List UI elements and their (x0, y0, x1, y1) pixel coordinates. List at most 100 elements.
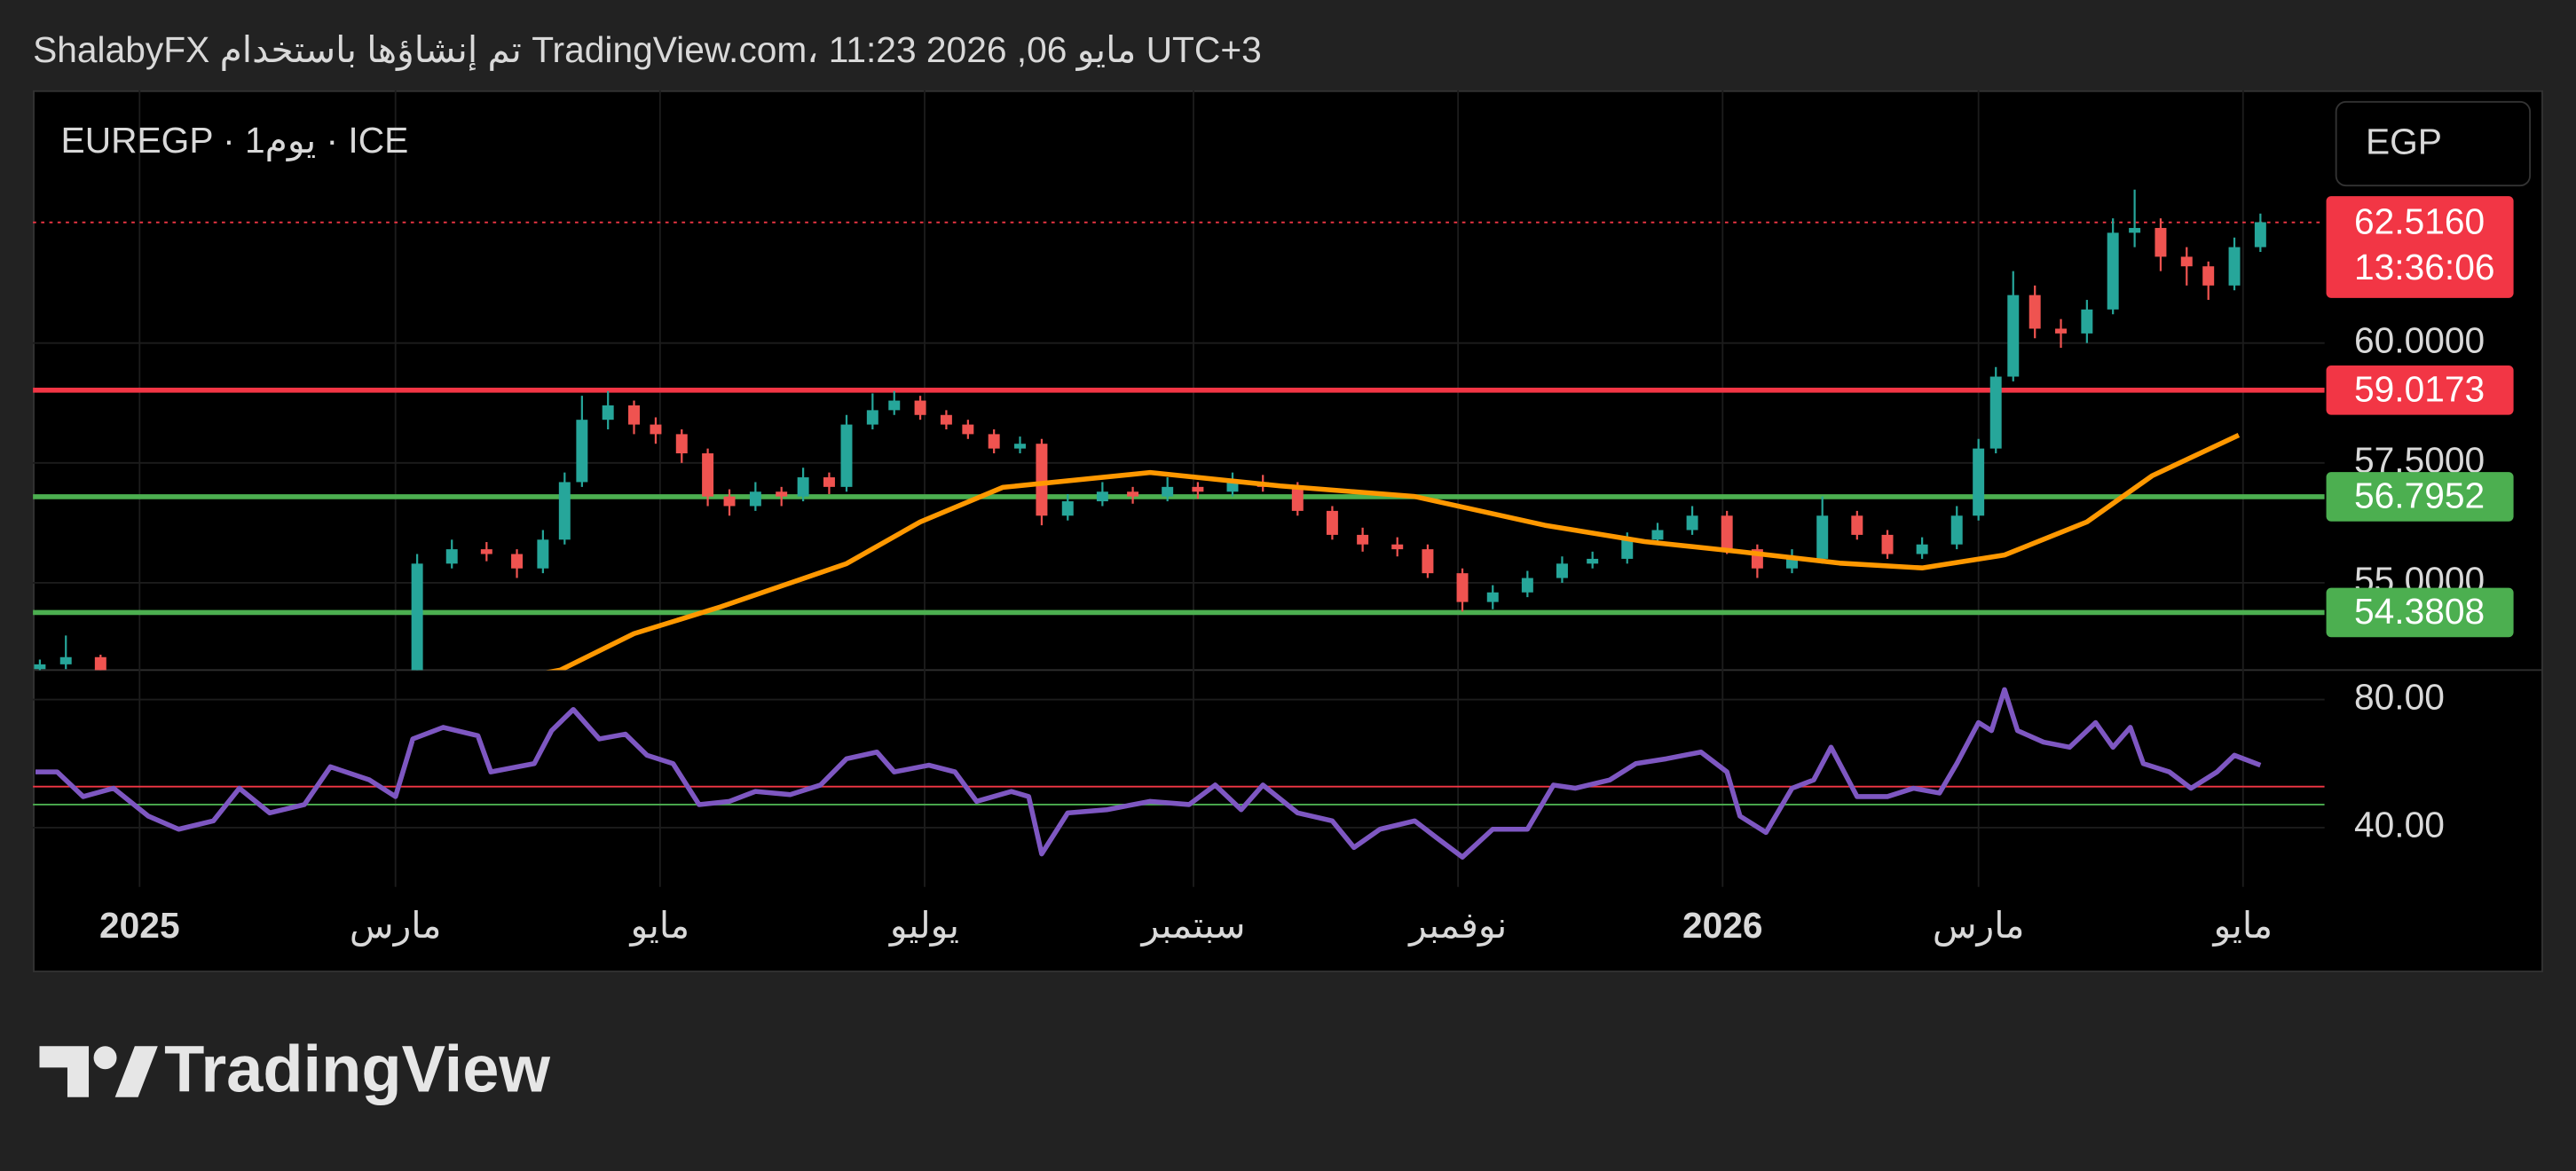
candle-body (1621, 539, 1634, 559)
candle-body (628, 405, 640, 425)
candle-body (914, 400, 926, 415)
x-tick-label: سبتمبر (1140, 905, 1246, 947)
level-label-box (2326, 365, 2514, 415)
indicator-line (35, 687, 2262, 860)
candle-body (1950, 515, 1963, 545)
candle-body (723, 496, 736, 507)
level-label-box (2326, 472, 2514, 522)
candle-body (1422, 549, 1434, 574)
candle-body (888, 400, 901, 411)
candle-body (940, 414, 952, 425)
chart-panel (33, 90, 2543, 972)
candle-body (1096, 491, 1108, 502)
candle-body (445, 549, 458, 564)
candle-body (1786, 558, 1798, 569)
x-tick-label: 2025 (99, 905, 180, 946)
last-price-box (2326, 196, 2514, 298)
y-tick-label: 40.00 (2354, 805, 2445, 845)
candle-body (1036, 444, 1048, 516)
last-price-label: 62.5160 (2354, 200, 2485, 241)
candle-body (2129, 227, 2141, 233)
candle-body (1587, 558, 1599, 564)
candle-body (2202, 266, 2215, 286)
candle-body (2228, 247, 2241, 286)
candle-body (1851, 515, 1863, 535)
x-tick-label: مايو (2212, 905, 2273, 947)
x-tick-label: يوليو (888, 905, 959, 947)
candle-body (480, 549, 492, 554)
candle-body (2254, 222, 2266, 248)
candle-body (576, 420, 588, 483)
candle-body (2107, 232, 2119, 310)
price-pane (33, 189, 2325, 671)
candle-body (34, 664, 46, 670)
candle-body (675, 434, 688, 454)
candle-body (1973, 448, 1985, 516)
logo-text: TradingView (164, 1032, 550, 1105)
candle-body (2029, 295, 2041, 329)
candle-body (1014, 444, 1026, 449)
logo: TradingView (39, 1032, 550, 1105)
candle-body (988, 434, 1000, 449)
x-tick-label: مارس (1933, 905, 2025, 947)
logo-icon (39, 1046, 90, 1097)
level-label: 54.3808 (2354, 591, 2485, 632)
candle-body (1521, 578, 1533, 593)
candle-body (1989, 376, 2002, 449)
candle-body (866, 410, 878, 425)
level-label-box (2326, 587, 2514, 638)
candle-body (558, 482, 571, 540)
candle-body (94, 656, 106, 671)
candle-body (411, 563, 423, 671)
candle-body (1291, 486, 1304, 511)
candle-body (1721, 515, 1733, 550)
candle-body (962, 424, 974, 435)
candle-body (2007, 295, 2020, 377)
candle-body (2155, 227, 2167, 257)
candle-body (2180, 256, 2193, 267)
candle-body (2055, 328, 2068, 334)
x-tick-label: مايو (629, 905, 690, 947)
candle-body (1162, 486, 1174, 497)
legend-title: EUREGP · 1يوم · ICE (61, 120, 409, 161)
candle-body (1816, 515, 1829, 559)
candle-body (840, 424, 853, 487)
countdown-label: 13:36:06 (2354, 247, 2495, 287)
level-label: 59.0173 (2354, 368, 2485, 409)
candle-body (1556, 563, 1568, 578)
logo-icon (93, 1046, 117, 1070)
x-tick-label: 2026 (1682, 905, 1763, 946)
level-label: 56.7952 (2354, 475, 2485, 516)
candle-body (1192, 486, 1204, 492)
candle-body (1061, 501, 1074, 516)
indicator-line (546, 432, 2241, 671)
candle-body (1486, 592, 1499, 602)
currency-label[interactable]: EGP (2366, 122, 2442, 162)
y-tick-label: 60.0000 (2354, 319, 2485, 360)
candle-body (1357, 534, 1369, 545)
candle-body (602, 405, 614, 420)
currency-button[interactable] (2335, 100, 2532, 187)
header-text: ShalabyFX تم إنشاؤها باستخدام TradingVie… (33, 29, 1262, 71)
candle-body (650, 424, 662, 435)
candle-body (749, 491, 761, 507)
candle-body (1226, 482, 1239, 492)
candle-body (797, 477, 809, 497)
candle-body (1916, 544, 1928, 554)
axes: 2025 مارس مايو يوليو سبتمبر نوفمبر 2026 مارس ماي… (99, 196, 2514, 947)
candle-body (702, 453, 714, 497)
x-tick-label: نوفمبر (1407, 905, 1507, 947)
candle-body (776, 491, 788, 497)
candle-body (1326, 510, 1338, 535)
candle-body (511, 554, 524, 569)
candle-body (1391, 544, 1404, 550)
logo-icon (114, 1046, 158, 1097)
x-tick-label: مارس (350, 905, 442, 947)
candle-body (1456, 573, 1469, 602)
candle-body (1881, 534, 1894, 554)
candle-body (2081, 309, 2093, 334)
y-tick-label: 80.00 (2354, 676, 2445, 717)
candle-body (1127, 491, 1139, 497)
